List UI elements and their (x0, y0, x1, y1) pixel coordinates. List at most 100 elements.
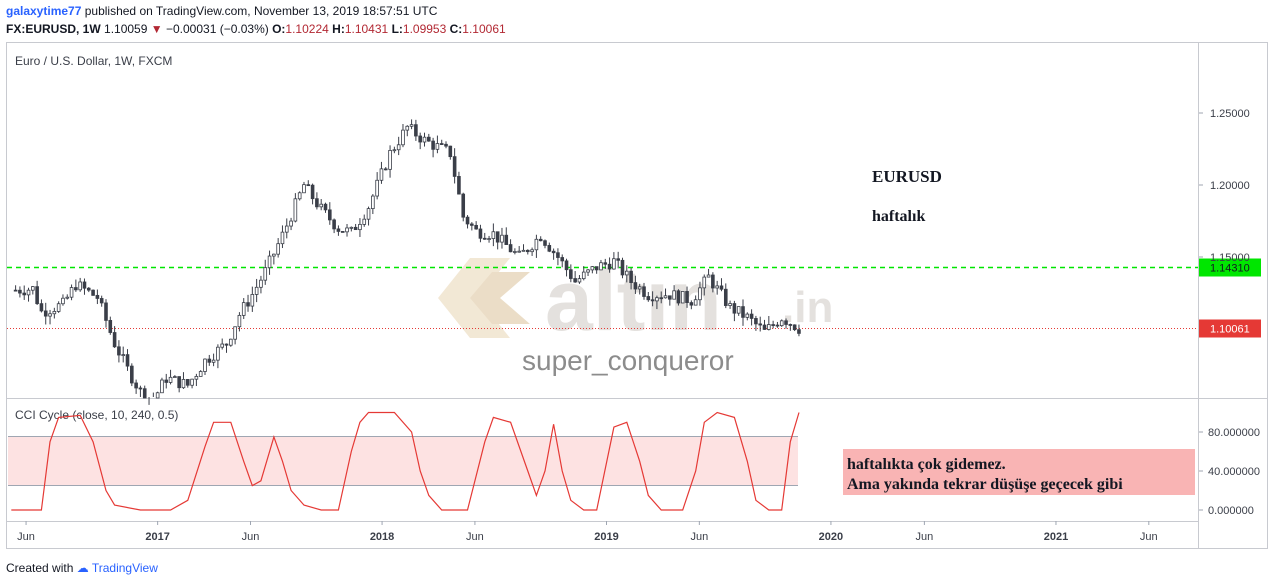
candle-body (392, 149, 397, 152)
time-tick-label: 2019 (594, 531, 618, 543)
candle-body (719, 285, 724, 290)
footer: Created with ☁ TradingView (6, 561, 158, 575)
candle-body (457, 176, 461, 195)
candle-body (233, 326, 237, 340)
candle-body (48, 313, 52, 317)
candle-body (207, 358, 212, 363)
candle-body (594, 266, 599, 271)
watermark: altın .in (438, 253, 833, 349)
candle-body (379, 168, 384, 181)
candle-body (788, 324, 793, 326)
candle-body (332, 219, 336, 230)
candle-body (685, 291, 689, 303)
candle-body (117, 346, 121, 356)
cci-band (8, 436, 798, 485)
candle-body (319, 203, 323, 208)
candle-body (474, 224, 478, 230)
candle-body (629, 270, 633, 283)
candle-body (452, 156, 457, 177)
candle-body (461, 193, 466, 218)
candle-body (577, 278, 582, 283)
candle-body (142, 388, 147, 399)
candle-body (95, 294, 100, 299)
price-axis[interactable]: 1.25000 1.20000 1.15000 (1199, 108, 1250, 264)
candle-body (573, 278, 577, 283)
candle-body (353, 226, 358, 231)
candle-body (289, 220, 293, 227)
candle-body (422, 136, 427, 143)
candle-body (104, 302, 108, 321)
candle-body (771, 324, 775, 326)
ohlc-line: FX:EURUSD, 1W 1.10059 ▼ −0.00031 (−0.03%… (6, 22, 506, 36)
candle-body (86, 287, 91, 291)
cci-tick-label: 0.000000 (1208, 505, 1254, 517)
candles (13, 119, 801, 405)
candle-body (663, 295, 668, 299)
candle-body (715, 285, 719, 289)
candle-body (375, 179, 379, 197)
candle-body (112, 332, 117, 348)
candle-body (39, 303, 44, 312)
candle-body (745, 313, 750, 318)
candle-body (99, 298, 104, 304)
candle-body (590, 266, 595, 271)
candle-body (250, 294, 255, 307)
low-label: L: (391, 22, 403, 36)
candle-body (569, 269, 573, 279)
candle-body (612, 258, 616, 270)
candle-body (61, 297, 65, 305)
time-tick-label: 2021 (1044, 531, 1068, 543)
candle-body (491, 231, 496, 239)
cci-line (11, 411, 800, 511)
candle-body (121, 354, 126, 357)
candle-body (35, 286, 39, 305)
candle-body (366, 208, 371, 220)
candle-body (620, 259, 625, 276)
chart-frame (6, 42, 1268, 549)
candle-body (185, 379, 190, 386)
candle-body (401, 129, 405, 146)
candle-body (224, 343, 229, 346)
candle-body (371, 195, 375, 210)
candle-body (547, 245, 552, 252)
cci-tick-label: 80.000000 (1208, 427, 1260, 439)
candle-body (328, 209, 332, 221)
candle-body (349, 226, 354, 229)
candle-body (229, 338, 233, 346)
candle-body (784, 320, 788, 325)
candle-body (203, 358, 207, 372)
candle-body (31, 286, 35, 291)
candle-body (22, 292, 27, 296)
tradingview-cloud-icon: ☁ (76, 561, 89, 575)
candle-body (659, 297, 664, 300)
open-value: 1.10224 (285, 22, 329, 36)
candle-body (190, 378, 194, 386)
candle-body (543, 240, 547, 246)
candle-body (280, 231, 285, 245)
annotation-haftalik: haftalık (872, 208, 925, 225)
candle-body (500, 234, 504, 243)
time-axis[interactable]: Jun 2017 Jun 2018 Jun 2019 Jun 2020 Jun 2021 Jun (17, 521, 1158, 543)
candle-body (633, 282, 638, 290)
time-tick-label: Jun (690, 531, 708, 543)
author-link[interactable]: galaxytime77 (6, 4, 82, 18)
cci-axis[interactable]: 80.000000 40.000000 0.000000 (1199, 427, 1260, 517)
candle-body (482, 237, 487, 240)
price-level-tag (1199, 258, 1261, 277)
tradingview-link[interactable]: TradingView (91, 561, 158, 575)
candle-body (336, 228, 341, 232)
candle-body (108, 320, 113, 333)
candle-body (551, 250, 556, 254)
candle-body (668, 295, 672, 300)
note-line-1: haftalıkta çok gidemez. (847, 456, 1006, 473)
candle-body (297, 192, 302, 200)
time-tick-label: Jun (242, 531, 260, 543)
watermark-user: super_conqueror (522, 345, 734, 376)
candle-body (732, 303, 737, 314)
candle-body (513, 251, 517, 253)
candle-body (525, 249, 530, 253)
candle-body (18, 289, 22, 294)
candle-body (69, 287, 74, 298)
candle-body (267, 255, 272, 269)
